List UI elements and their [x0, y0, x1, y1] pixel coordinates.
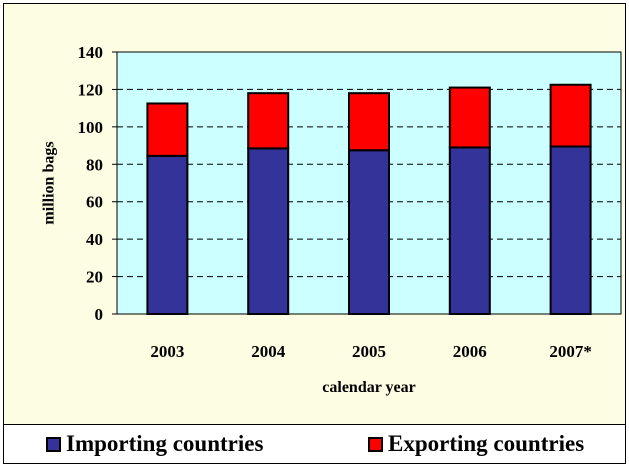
y-tick-label: 0: [95, 305, 104, 324]
bar-importing: [247, 147, 290, 315]
legend-item-exporting: Exporting countries: [368, 431, 584, 457]
y-tick-labels: 0 20 40 60 80 100 120 140: [78, 43, 104, 324]
y-tick-label: 40: [86, 230, 103, 249]
bars: [146, 83, 592, 315]
x-tick-label: 2006: [453, 342, 487, 361]
x-tick-label: 2007*: [549, 342, 592, 361]
y-axis-label: million bags: [41, 141, 58, 224]
legend-swatch-importing: [46, 436, 61, 452]
bar-importing: [448, 146, 491, 315]
y-tick-label: 100: [78, 118, 104, 137]
bar-importing: [348, 149, 390, 315]
bar-exporting: [247, 92, 290, 150]
bar-exporting: [448, 86, 491, 149]
bar-importing: [549, 145, 592, 315]
x-tick-label: 2004: [251, 342, 286, 361]
bar-exporting: [348, 92, 390, 152]
y-tick-label: 140: [78, 43, 104, 62]
y-tick-label: 80: [86, 155, 103, 174]
legend-item-importing: Importing countries: [46, 431, 263, 457]
legend: Importing countries Exporting countries: [3, 424, 626, 464]
legend-swatch-exporting: [368, 436, 383, 452]
y-tick-label: 60: [86, 193, 103, 212]
legend-label-exporting: Exporting countries: [388, 431, 585, 456]
bar-exporting: [549, 83, 592, 148]
x-tick-label: 2003: [150, 342, 184, 361]
bar-importing: [146, 154, 189, 315]
y-tick-label: 20: [86, 268, 103, 287]
x-tick-label: 2005: [352, 342, 386, 361]
x-tick-labels: 2003 2004 2005 2006 2007*: [150, 342, 591, 361]
legend-label-importing: Importing countries: [66, 431, 264, 456]
x-axis-label: calendar year: [322, 379, 415, 396]
bar-exporting: [146, 102, 189, 157]
y-tick-label: 120: [78, 80, 104, 99]
